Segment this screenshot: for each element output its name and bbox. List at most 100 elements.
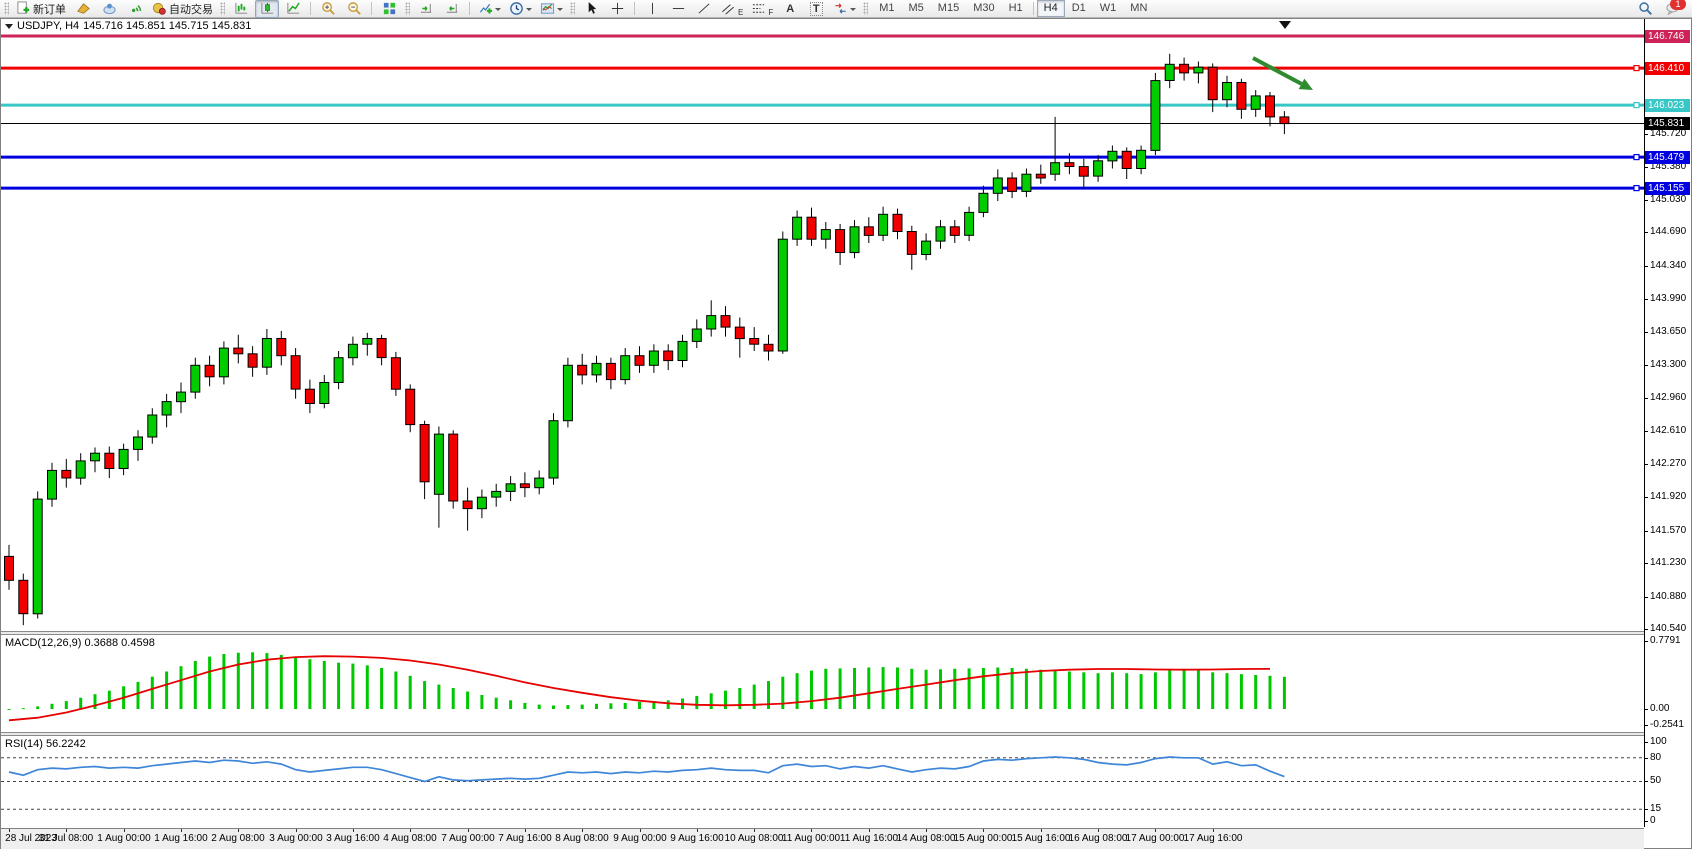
axis-tick bbox=[1644, 299, 1648, 300]
candlestick-chart-button[interactable] bbox=[255, 0, 279, 18]
axis-tick-label: 142.270 bbox=[1650, 458, 1687, 469]
collapse-triangle-icon[interactable] bbox=[5, 23, 13, 33]
tile-windows-button[interactable] bbox=[377, 0, 401, 18]
equidistant-channel-button[interactable]: E bbox=[718, 0, 746, 18]
axis-tick bbox=[1644, 497, 1648, 498]
chart-shift-marker[interactable] bbox=[1279, 21, 1291, 35]
axis-tick bbox=[1644, 167, 1648, 168]
clock-icon bbox=[510, 2, 523, 15]
time-axis-label: 7 Aug 16:00 bbox=[498, 833, 552, 844]
fibonacci-button[interactable]: F bbox=[748, 0, 776, 18]
time-axis-tick bbox=[869, 829, 870, 832]
time-axis-label: 16 Aug 08:00 bbox=[1068, 833, 1128, 844]
cursor-button[interactable] bbox=[579, 0, 603, 18]
crosshair-button[interactable] bbox=[605, 0, 629, 18]
signals-button[interactable] bbox=[123, 0, 147, 18]
time-axis[interactable]: 28 Jul 2023 31 Jul 08:00 1 Aug 00:00 1 Aug … bbox=[1, 828, 1644, 849]
timeframe-mn[interactable]: MN bbox=[1130, 2, 1148, 14]
axis-tick bbox=[1644, 641, 1648, 642]
time-axis-label: 17 Aug 00:00 bbox=[1125, 833, 1185, 844]
algo-trading-button[interactable]: 自动交易 bbox=[149, 0, 216, 18]
line-chart-button[interactable] bbox=[281, 0, 305, 18]
timeframe-m5[interactable]: M5 bbox=[908, 2, 924, 14]
macd-panel[interactable] bbox=[1, 635, 1644, 732]
panel-separator[interactable] bbox=[1, 732, 1644, 736]
axis-tick bbox=[1644, 200, 1648, 201]
price-level-badge: 146.410 bbox=[1645, 62, 1690, 75]
text-tool-button[interactable]: A bbox=[778, 0, 802, 18]
horizontal-line-button[interactable] bbox=[666, 0, 690, 18]
time-axis-tick bbox=[296, 829, 297, 832]
toolbar-grip[interactable] bbox=[863, 2, 869, 15]
dropdown-caret-icon bbox=[526, 8, 532, 14]
price-level-badge: 145.831 bbox=[1645, 117, 1690, 130]
toolbar-grip[interactable] bbox=[570, 2, 575, 15]
bar-chart-button[interactable] bbox=[229, 0, 253, 18]
notifications-button[interactable]: 1 bbox=[1665, 0, 1686, 16]
arrows-tool-button[interactable] bbox=[830, 0, 859, 18]
axis-tick-label: 141.570 bbox=[1650, 525, 1687, 536]
chart-title: USDJPY, H4 145.716 145.851 145.715 145.8… bbox=[5, 19, 251, 33]
time-axis-tick bbox=[697, 829, 698, 832]
toolbar-separator bbox=[371, 2, 372, 15]
main-toolbar: 新订单 自动交易 bbox=[0, 0, 1692, 18]
dropdown-caret-icon bbox=[495, 8, 501, 14]
timeframe-w1[interactable]: W1 bbox=[1099, 2, 1117, 14]
timeframe-d1[interactable]: D1 bbox=[1071, 2, 1086, 14]
time-axis-tick bbox=[582, 829, 583, 832]
trendline-button[interactable] bbox=[692, 0, 716, 18]
timeframe-m15[interactable]: M15 bbox=[937, 2, 960, 14]
algo-trading-label: 自动交易 bbox=[169, 3, 213, 16]
axis-tick-label: 0.7791 bbox=[1650, 635, 1681, 646]
timeframe-h4[interactable]: H4 bbox=[1036, 0, 1065, 17]
timeframe-h1[interactable]: H1 bbox=[1008, 2, 1023, 14]
community-button[interactable] bbox=[97, 0, 121, 18]
templates-button[interactable] bbox=[537, 0, 566, 18]
algo-trading-icon bbox=[152, 2, 166, 15]
timeframe-m30[interactable]: M30 bbox=[973, 2, 995, 14]
axis-tick-label: 50 bbox=[1650, 775, 1662, 786]
time-axis-tick bbox=[410, 829, 411, 832]
axis-tick bbox=[1644, 709, 1648, 710]
new-order-icon bbox=[17, 1, 30, 14]
periods-button[interactable] bbox=[506, 0, 535, 18]
market-depth-button[interactable] bbox=[71, 0, 95, 18]
time-axis-tick bbox=[468, 829, 469, 832]
price-chart-panel[interactable] bbox=[1, 19, 1644, 631]
time-axis-tick bbox=[926, 829, 927, 832]
zoom-in-button[interactable] bbox=[316, 0, 340, 18]
axis-tick-label: 145.030 bbox=[1650, 194, 1687, 205]
vertical-line-button[interactable] bbox=[640, 0, 664, 18]
time-axis-label: 9 Aug 16:00 bbox=[670, 833, 724, 844]
time-axis-tick bbox=[525, 829, 526, 832]
fibonacci-letter: F bbox=[768, 7, 774, 17]
auto-scroll-icon bbox=[420, 3, 431, 13]
axis-tick bbox=[1644, 809, 1648, 810]
axis-tick-label: 143.990 bbox=[1650, 293, 1687, 304]
chart-shift-button[interactable] bbox=[440, 0, 464, 18]
text-label-button[interactable]: T bbox=[804, 0, 828, 18]
search-icon[interactable] bbox=[1638, 1, 1653, 16]
chart-window: USDJPY, H4 145.716 145.851 145.715 145.8… bbox=[0, 18, 1692, 849]
indicators-button[interactable] bbox=[475, 0, 504, 18]
axis-tick-label: 141.920 bbox=[1650, 491, 1687, 502]
time-axis-tick bbox=[983, 829, 984, 832]
axis-tick bbox=[1644, 563, 1648, 564]
timeframe-m1[interactable]: M1 bbox=[879, 2, 895, 14]
label-tool-letter: T bbox=[809, 1, 823, 16]
panel-separator[interactable] bbox=[1, 631, 1644, 635]
rsi-panel[interactable] bbox=[1, 736, 1644, 827]
axis-tick bbox=[1644, 266, 1648, 267]
toolbar-grip[interactable] bbox=[220, 2, 225, 15]
dropdown-caret-icon bbox=[850, 8, 857, 14]
new-order-button[interactable]: 新订单 bbox=[13, 0, 69, 18]
candlestick-icon bbox=[260, 2, 273, 14]
zoom-in-icon bbox=[321, 2, 335, 15]
time-axis-tick bbox=[353, 829, 354, 832]
toolbar-grip[interactable] bbox=[405, 2, 410, 15]
auto-scroll-button[interactable] bbox=[414, 0, 438, 18]
zoom-out-button[interactable] bbox=[342, 0, 366, 18]
axis-tick-label: 0 bbox=[1650, 815, 1656, 826]
time-axis-tick bbox=[1041, 829, 1042, 832]
toolbar-grip[interactable] bbox=[4, 2, 9, 15]
